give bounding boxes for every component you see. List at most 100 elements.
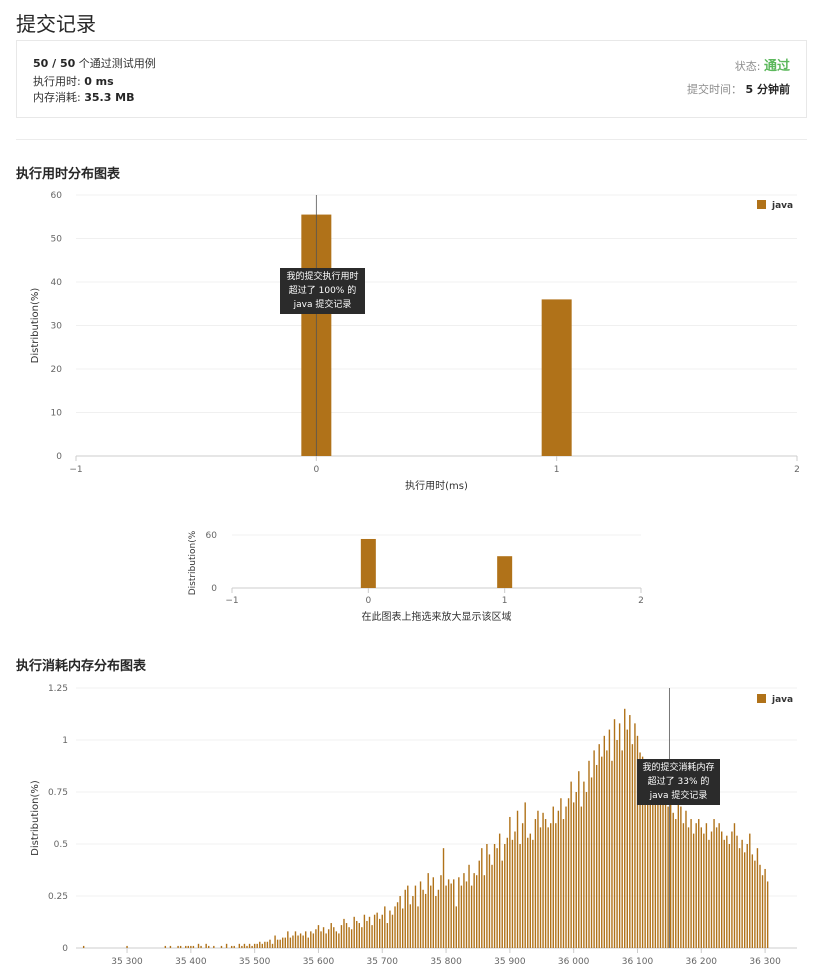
bar	[417, 906, 418, 948]
bar	[185, 946, 186, 948]
bar	[634, 723, 635, 948]
bar	[359, 923, 360, 948]
x-tick-label: 1	[554, 465, 560, 475]
y-tick-label: 0.25	[48, 892, 68, 902]
y-tick-label: 40	[51, 278, 63, 288]
bar	[251, 946, 252, 948]
runtime-tooltip-line: 我的提交执行用时	[284, 270, 361, 284]
legend-swatch	[757, 694, 766, 703]
bar	[295, 931, 296, 948]
bar	[397, 902, 398, 948]
bar	[601, 757, 602, 948]
bar	[690, 819, 691, 948]
bar	[458, 877, 459, 948]
bar	[246, 946, 247, 948]
y-axis-label: Distribution(%)	[30, 288, 41, 364]
bar	[405, 890, 406, 948]
bar	[274, 936, 275, 948]
x-tick-label: 1	[502, 596, 508, 606]
bar	[570, 782, 571, 948]
bar	[596, 765, 597, 948]
bar	[308, 938, 309, 948]
x-tick-label: 36 300	[749, 957, 781, 967]
bar	[402, 908, 403, 948]
bar	[226, 944, 227, 948]
bar	[466, 881, 467, 948]
runtime-navigator-chart[interactable]: 0 60 −1 0 1 2 Distribution(% 在此图表上拖选来放大显示该区域	[0, 515, 829, 625]
bar	[338, 933, 339, 948]
bar	[471, 886, 472, 948]
bar	[241, 946, 242, 948]
bar	[348, 927, 349, 948]
y-tick-label: 0.75	[48, 788, 68, 798]
bar	[514, 832, 515, 948]
x-tick-label: −1	[69, 465, 82, 475]
runtime-label: 执行用时:	[33, 75, 84, 88]
bar	[555, 823, 556, 948]
bar	[313, 933, 314, 948]
bar	[573, 802, 574, 948]
bar	[333, 927, 334, 948]
bar	[282, 938, 283, 948]
runtime-value: 0 ms	[84, 75, 114, 88]
bar	[239, 944, 240, 948]
bar	[302, 936, 303, 948]
bar	[678, 802, 679, 948]
bar	[351, 929, 352, 948]
bar	[683, 823, 684, 948]
y-tick-label: 0	[211, 584, 217, 594]
bar	[517, 811, 518, 948]
bar	[614, 719, 615, 948]
bar	[698, 819, 699, 948]
bar	[208, 946, 209, 948]
memory-tooltip-line: 超过了 33% 的	[641, 775, 716, 789]
bar	[407, 886, 408, 948]
bar	[522, 823, 523, 948]
memory-tooltip: 我的提交消耗内存 超过了 33% 的 java 提交记录	[637, 759, 720, 805]
testcases-passed: 50 / 50	[33, 57, 75, 70]
bar	[621, 750, 622, 948]
y-tick-label: 0.5	[54, 840, 68, 850]
runtime-tooltip-line: java 提交记录	[284, 298, 361, 312]
bar	[259, 942, 260, 948]
bar	[568, 798, 569, 948]
submit-time-label: 提交时间：	[687, 83, 746, 96]
bar	[438, 890, 439, 948]
bar	[560, 798, 561, 948]
y-tick-label: 1	[62, 736, 68, 746]
x-tick-label: 0	[365, 596, 371, 606]
bar	[604, 736, 605, 948]
memory-tooltip-line: java 提交记录	[641, 789, 716, 803]
bar	[609, 730, 610, 948]
bar	[473, 873, 474, 948]
bar	[632, 744, 633, 948]
bar	[257, 944, 258, 948]
x-tick-label: 2	[794, 465, 800, 475]
bar	[484, 875, 485, 948]
bar	[198, 944, 199, 948]
bar	[509, 817, 510, 948]
bar	[180, 946, 181, 948]
runtime-distribution-chart[interactable]: 0 10 20 30 40 50 60 −1 0 1 2 执行用时(ms) Distribution(%…	[0, 185, 829, 495]
bar	[394, 906, 395, 948]
memory-distribution-chart[interactable]: 0 0.25 0.5 0.75 1 1.25 35 300 35 400 35 500 35 60…	[0, 680, 829, 968]
bar	[366, 921, 367, 948]
bar	[680, 807, 681, 948]
bar	[353, 917, 354, 948]
bar	[213, 946, 214, 948]
bar	[83, 946, 84, 948]
bar	[667, 807, 668, 948]
bar	[496, 848, 497, 948]
bar	[507, 838, 508, 948]
bar	[713, 819, 714, 948]
bar	[739, 848, 740, 948]
bar	[558, 811, 559, 948]
bar	[244, 944, 245, 948]
legend-label: java	[771, 201, 793, 211]
bar	[341, 925, 342, 948]
bar	[292, 936, 293, 948]
bar	[440, 875, 441, 948]
status-value[interactable]: 通过	[764, 59, 790, 74]
bar	[721, 832, 722, 948]
bar	[491, 865, 492, 948]
